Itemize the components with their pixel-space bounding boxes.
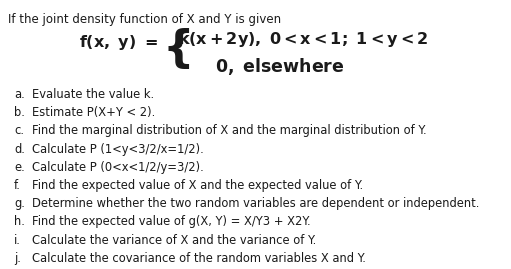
Text: Determine whether the two random variables are dependent or independent.: Determine whether the two random variabl…: [32, 197, 479, 210]
Text: h.: h.: [14, 215, 25, 228]
Text: c.: c.: [14, 124, 24, 137]
Text: Calculate the covariance of the random variables X and Y.: Calculate the covariance of the random v…: [32, 252, 366, 265]
Text: d.: d.: [14, 143, 25, 155]
Text: Find the expected value of X and the expected value of Y.: Find the expected value of X and the exp…: [32, 179, 363, 192]
Text: $\mathbf{f(x,\ y)}$$\mathbf{\ =}$: $\mathbf{f(x,\ y)}$$\mathbf{\ =}$: [79, 33, 158, 52]
Text: f.: f.: [14, 179, 21, 192]
Text: g.: g.: [14, 197, 25, 210]
Text: If the joint density function of X and Y is given: If the joint density function of X and Y…: [8, 13, 281, 26]
Text: Evaluate the value k.: Evaluate the value k.: [32, 88, 154, 101]
Text: b.: b.: [14, 106, 25, 119]
Text: Calculate P (0<x<1/2/y=3/2).: Calculate P (0<x<1/2/y=3/2).: [32, 161, 204, 174]
Text: {: {: [162, 28, 194, 71]
Text: $\mathit{\mathbf{0,\ elsewhere}}$: $\mathit{\mathbf{0,\ elsewhere}}$: [215, 56, 345, 77]
Text: i.: i.: [14, 233, 21, 247]
Text: j.: j.: [14, 252, 21, 265]
Text: Find the marginal distribution of X and the marginal distribution of Y.: Find the marginal distribution of X and …: [32, 124, 427, 137]
Text: Estimate P(X+Y < 2).: Estimate P(X+Y < 2).: [32, 106, 155, 119]
Text: Find the expected value of g(X, Y) = X/Y3 + X2Y.: Find the expected value of g(X, Y) = X/Y…: [32, 215, 311, 228]
Text: Calculate the variance of X and the variance of Y.: Calculate the variance of X and the vari…: [32, 233, 316, 247]
Text: e.: e.: [14, 161, 25, 174]
Text: $\mathbf{k(x + 2y),\ 0 < x < 1;\ 1 < y < 2}$: $\mathbf{k(x + 2y),\ 0 < x < 1;\ 1 < y <…: [178, 30, 428, 49]
Text: Calculate P (1<y<3/2/x=1/2).: Calculate P (1<y<3/2/x=1/2).: [32, 143, 204, 155]
Text: a.: a.: [14, 88, 25, 101]
